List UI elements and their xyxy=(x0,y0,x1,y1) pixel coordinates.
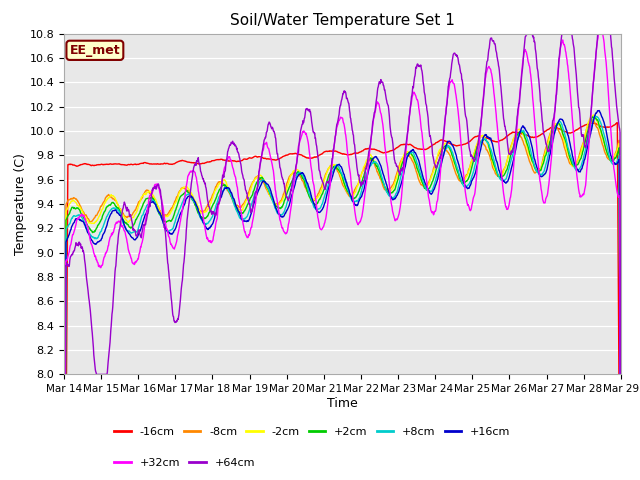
+2cm xyxy=(184,189,191,195)
+64cm xyxy=(617,372,625,377)
Title: Soil/Water Temperature Set 1: Soil/Water Temperature Set 1 xyxy=(230,13,455,28)
+16cm xyxy=(170,228,178,233)
-8cm xyxy=(551,123,559,129)
+16cm xyxy=(184,194,191,200)
+2cm xyxy=(246,196,254,202)
-16cm xyxy=(429,142,436,148)
Line: +2cm: +2cm xyxy=(64,117,621,480)
Line: +32cm: +32cm xyxy=(64,29,621,480)
+64cm xyxy=(184,210,191,216)
+64cm xyxy=(429,153,436,158)
-8cm xyxy=(589,117,596,123)
Legend: +32cm, +64cm: +32cm, +64cm xyxy=(114,457,255,468)
+2cm xyxy=(551,125,559,131)
+64cm xyxy=(551,109,559,115)
-2cm xyxy=(551,121,559,127)
+32cm xyxy=(597,26,605,32)
+8cm xyxy=(429,186,436,192)
+2cm xyxy=(589,114,596,120)
+32cm xyxy=(502,203,509,208)
+32cm xyxy=(429,209,436,215)
+16cm xyxy=(551,130,559,136)
+2cm xyxy=(170,211,178,217)
+2cm xyxy=(502,170,509,176)
+8cm xyxy=(591,113,599,119)
+8cm xyxy=(170,221,178,227)
+64cm xyxy=(596,6,604,12)
-2cm xyxy=(502,163,509,169)
+2cm xyxy=(429,178,436,184)
-2cm xyxy=(170,202,178,208)
+64cm xyxy=(60,372,68,377)
-2cm xyxy=(184,185,191,191)
+32cm xyxy=(551,111,559,117)
-8cm xyxy=(184,188,191,193)
-16cm xyxy=(502,135,509,141)
Y-axis label: Temperature (C): Temperature (C) xyxy=(13,153,27,255)
-2cm xyxy=(429,170,436,176)
+8cm xyxy=(246,205,254,211)
-8cm xyxy=(246,185,254,191)
+8cm xyxy=(551,127,559,133)
-8cm xyxy=(429,169,436,175)
-2cm xyxy=(246,188,254,194)
+64cm xyxy=(502,127,509,132)
+16cm xyxy=(246,214,254,220)
-16cm xyxy=(246,155,254,161)
+8cm xyxy=(502,177,509,182)
+16cm xyxy=(429,189,436,195)
+32cm xyxy=(184,173,191,179)
-16cm xyxy=(614,120,621,126)
Line: +16cm: +16cm xyxy=(64,110,621,480)
Line: -2cm: -2cm xyxy=(64,115,621,480)
Line: +64cm: +64cm xyxy=(64,9,621,374)
-2cm xyxy=(590,112,598,118)
-8cm xyxy=(170,200,178,206)
-16cm xyxy=(184,159,191,165)
Line: -16cm: -16cm xyxy=(64,123,621,480)
+32cm xyxy=(246,228,254,234)
-16cm xyxy=(170,161,178,167)
Text: EE_met: EE_met xyxy=(70,44,120,57)
+64cm xyxy=(170,319,178,324)
-8cm xyxy=(502,164,509,169)
X-axis label: Time: Time xyxy=(327,397,358,410)
+16cm xyxy=(502,180,509,185)
+64cm xyxy=(246,205,254,211)
+32cm xyxy=(170,246,178,252)
Line: -8cm: -8cm xyxy=(64,120,621,480)
+16cm xyxy=(595,108,603,113)
Line: +8cm: +8cm xyxy=(64,116,621,480)
+8cm xyxy=(184,192,191,197)
-16cm xyxy=(551,124,559,130)
